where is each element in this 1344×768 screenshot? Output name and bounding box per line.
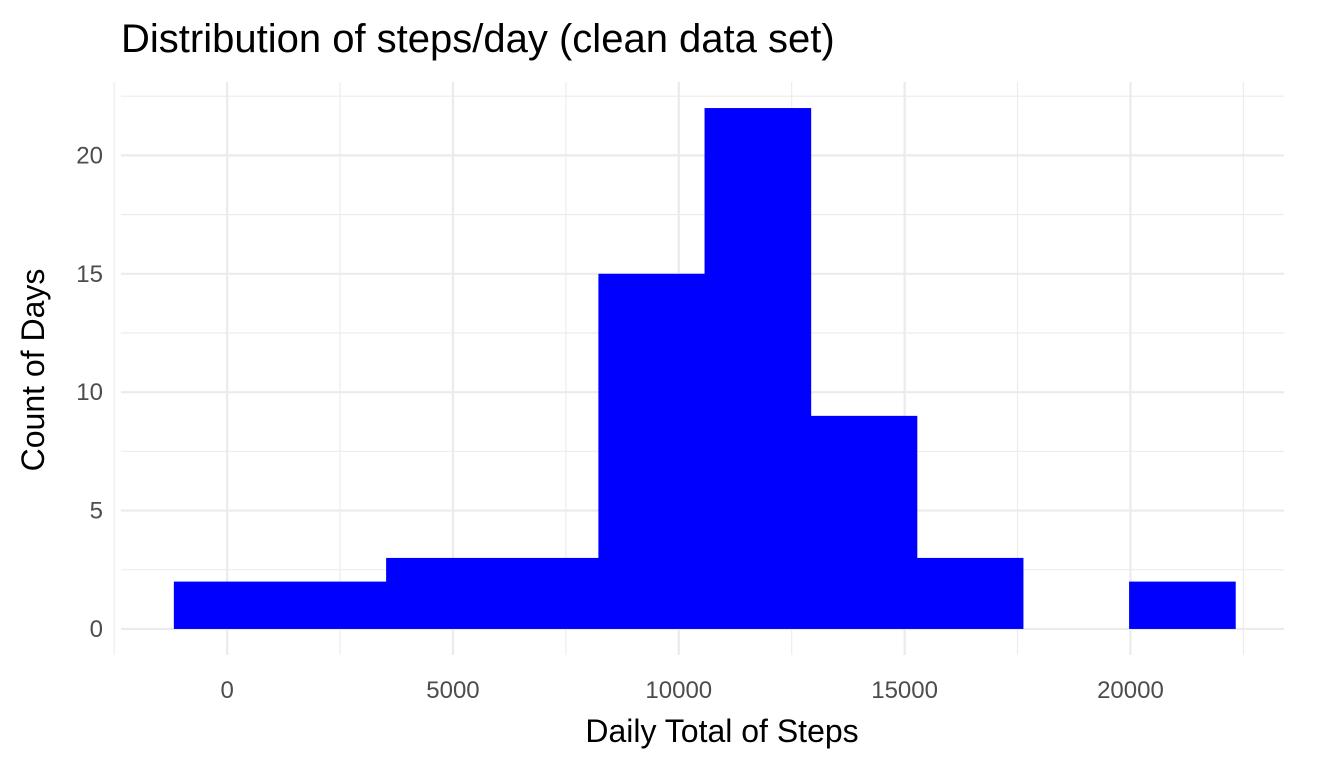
y-axis-title: Count of Days xyxy=(15,269,51,472)
histogram-bar-7 xyxy=(916,557,1024,629)
histogram-bar-5 xyxy=(704,108,812,629)
histogram-bar-0 xyxy=(173,581,281,629)
histogram-bar-6 xyxy=(810,415,918,629)
y-tick-label: 5 xyxy=(90,498,103,525)
x-tick-label: 5000 xyxy=(426,677,479,704)
y-axis-ticks: 0 5 10 15 20 xyxy=(76,142,103,643)
histogram-bar-9 xyxy=(1129,581,1236,629)
x-axis-ticks: 0 5000 10000 15000 20000 xyxy=(220,677,1163,704)
x-tick-label: 10000 xyxy=(645,677,712,704)
y-tick-label: 10 xyxy=(76,379,103,406)
x-axis-title: Daily Total of Steps xyxy=(585,713,858,749)
bars xyxy=(173,108,1236,629)
y-tick-label: 15 xyxy=(76,261,103,288)
histogram-bar-1 xyxy=(279,581,387,629)
y-tick-label: 0 xyxy=(90,616,103,643)
y-tick-label: 20 xyxy=(76,142,103,169)
x-tick-label: 0 xyxy=(220,677,233,704)
histogram-bar-4 xyxy=(598,273,706,629)
histogram-bar-2 xyxy=(386,557,493,629)
histogram-bar-3 xyxy=(492,557,599,629)
x-tick-label: 15000 xyxy=(871,677,938,704)
chart-title: Distribution of steps/day (clean data se… xyxy=(121,17,835,61)
x-tick-label: 20000 xyxy=(1097,677,1164,704)
